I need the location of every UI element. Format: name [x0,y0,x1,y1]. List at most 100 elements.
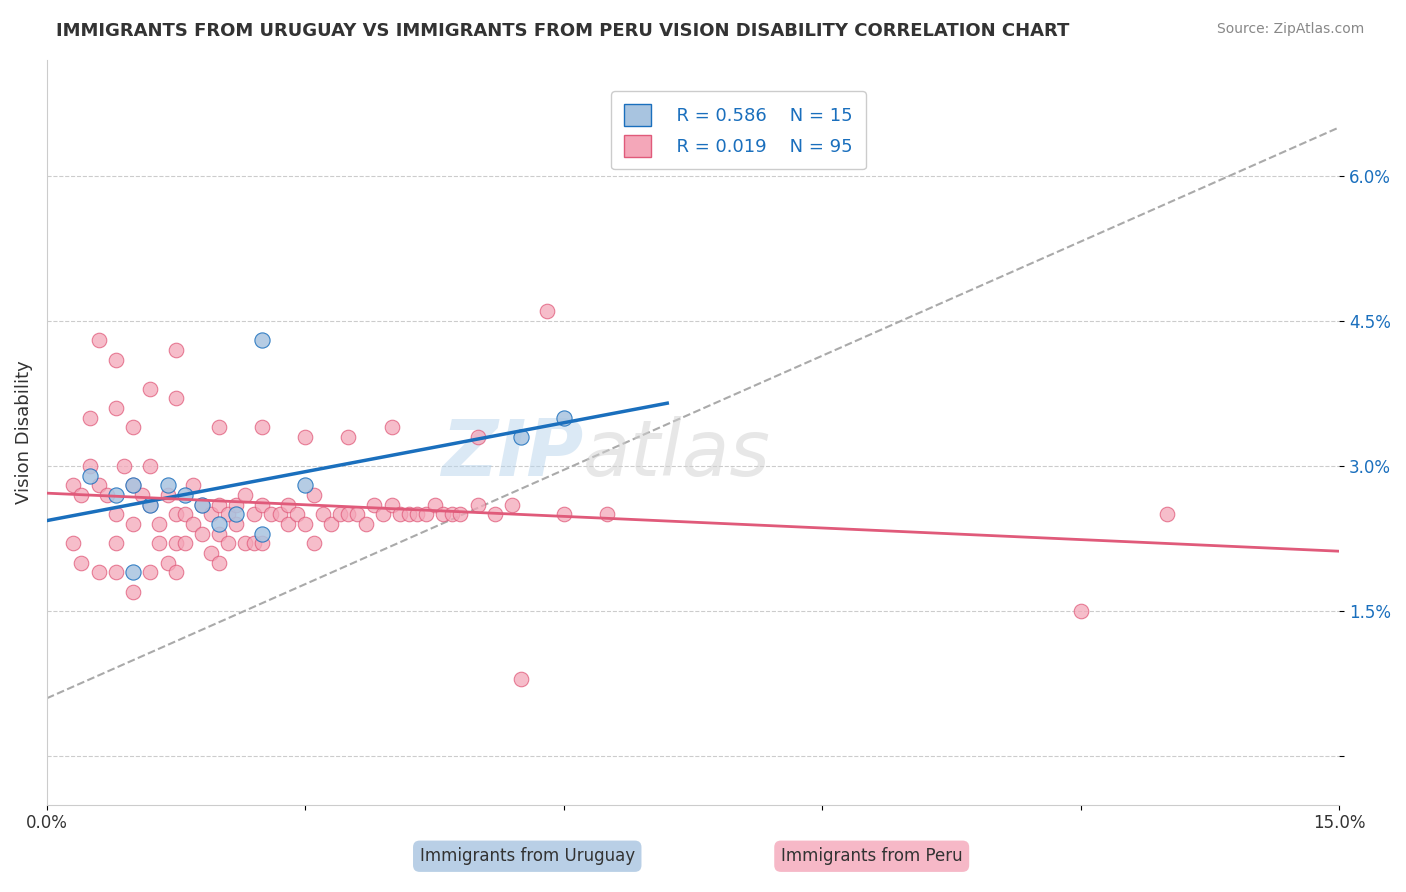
Point [329,508,352,522]
Point [191,498,214,512]
Point [173,508,195,522]
Point [553,508,575,522]
Point [252,498,274,512]
Point [294,430,316,444]
Point [87,566,110,580]
Point [484,508,506,522]
Point [269,508,291,522]
Point [183,478,205,492]
Point [96,488,118,502]
Point [501,498,523,512]
Point [509,672,531,686]
Point [242,536,264,550]
Point [165,508,187,522]
Point [104,566,127,580]
Point [406,508,429,522]
Point [114,458,136,473]
Point [165,343,187,357]
Point [191,526,214,541]
Point [440,508,463,522]
Point [363,498,385,512]
Point [131,488,153,502]
Point [173,488,195,502]
Point [415,508,437,522]
Point [553,410,575,425]
Point [285,508,308,522]
Point [217,536,239,550]
Point [122,584,145,599]
Point [104,401,127,415]
Point [242,508,264,522]
Point [70,488,93,502]
Point [311,508,333,522]
Point [104,488,127,502]
Point [337,430,360,444]
Point [225,498,247,512]
Point [233,536,256,550]
Point [62,536,84,550]
Point [79,458,101,473]
Point [225,517,247,532]
Point [294,478,316,492]
Point [70,556,93,570]
Point [208,556,231,570]
Point [122,517,145,532]
Point [156,488,179,502]
Point [200,546,222,560]
Point [165,536,187,550]
Point [398,508,420,522]
Point [1156,508,1178,522]
Point [104,352,127,367]
Point [596,508,619,522]
Text: ZIP: ZIP [441,417,583,492]
Point [225,508,247,522]
Point [208,498,231,512]
Point [165,566,187,580]
Point [208,517,231,532]
Point [337,508,360,522]
Point [380,420,402,434]
Point [233,488,256,502]
Point [449,508,471,522]
Point [277,498,299,512]
Y-axis label: Vision Disability: Vision Disability [15,360,32,504]
Point [79,410,101,425]
Point [302,488,325,502]
Point [183,517,205,532]
Point [217,508,239,522]
Point [208,420,231,434]
Point [139,498,162,512]
Point [139,566,162,580]
Point [122,478,145,492]
Point [104,536,127,550]
Point [156,478,179,492]
Point [321,517,343,532]
Text: Source: ZipAtlas.com: Source: ZipAtlas.com [1216,22,1364,37]
Point [165,391,187,405]
Point [156,556,179,570]
Point [536,304,558,318]
Point [252,420,274,434]
Point [252,333,274,347]
Point [208,526,231,541]
Point [104,508,127,522]
Point [87,478,110,492]
Point [294,517,316,532]
Point [200,508,222,522]
Point [173,536,195,550]
Point [62,478,84,492]
Text: IMMIGRANTS FROM URUGUAY VS IMMIGRANTS FROM PERU VISION DISABILITY CORRELATION CH: IMMIGRANTS FROM URUGUAY VS IMMIGRANTS FR… [56,22,1070,40]
Point [354,517,377,532]
Point [139,498,162,512]
Legend:   R = 0.586    N = 15,   R = 0.019    N = 95: R = 0.586 N = 15, R = 0.019 N = 95 [612,91,866,169]
Point [122,420,145,434]
Point [467,430,489,444]
Point [252,526,274,541]
Point [122,566,145,580]
Text: Immigrants from Peru: Immigrants from Peru [780,847,963,865]
Point [148,517,170,532]
Point [467,498,489,512]
Point [191,498,214,512]
Text: Immigrants from Uruguay: Immigrants from Uruguay [419,847,636,865]
Text: atlas: atlas [583,417,770,492]
